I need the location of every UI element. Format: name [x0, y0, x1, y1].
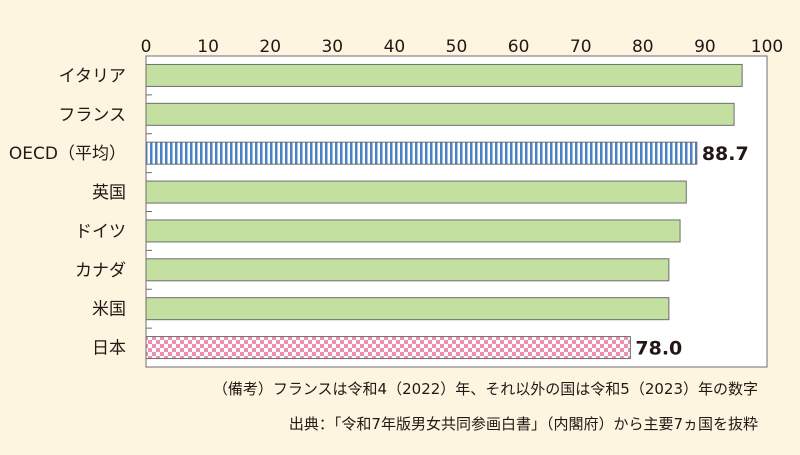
category-label: ドイツ	[75, 222, 126, 242]
x-tick-label: 0	[141, 37, 152, 57]
source-note: 出典：「令和7年版男女共同参画白書」（内閣府）から主要7ヵ国を抜粋	[288, 415, 758, 433]
bar	[145, 297, 670, 321]
category-label: OECD（平均）	[9, 144, 126, 164]
x-tick-label: 70	[570, 37, 592, 57]
bar	[145, 63, 743, 87]
x-tick-label: 100	[751, 37, 783, 57]
bar	[145, 258, 670, 282]
category-label: カナダ	[75, 261, 126, 281]
x-tick-label: 20	[259, 37, 281, 57]
x-tick-label: 40	[384, 37, 406, 57]
plot-area	[145, 55, 768, 368]
bar	[145, 336, 631, 360]
bar	[145, 102, 735, 126]
x-tick-label: 60	[508, 37, 530, 57]
x-tick-label: 90	[694, 37, 716, 57]
data-label: 88.7	[702, 143, 749, 165]
category-label: 米国	[92, 300, 126, 320]
bar	[145, 141, 698, 165]
bar	[145, 219, 681, 243]
data-label: 78.0	[635, 338, 682, 360]
category-label: 英国	[92, 183, 126, 203]
x-tick-label: 80	[632, 37, 654, 57]
bar	[145, 180, 687, 204]
category-label: 日本	[92, 339, 126, 359]
x-tick-label: 50	[446, 37, 468, 57]
x-tick-label: 30	[321, 37, 343, 57]
remarks-note: （備考）フランスは令和4（2022）年、それ以外の国は令和5（2023）年の数字	[212, 380, 758, 398]
category-label: イタリア	[59, 66, 126, 86]
category-label: フランス	[58, 105, 126, 125]
x-tick-label: 10	[197, 37, 219, 57]
